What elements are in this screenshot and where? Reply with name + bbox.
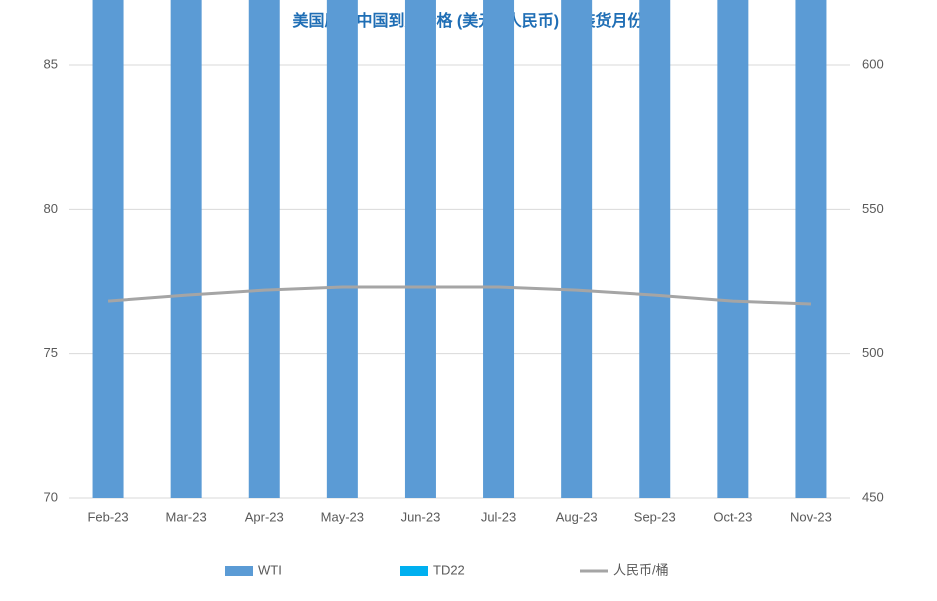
chart-title: 美国原油中国到岸价格 (美元&人民币) 按装货月份 — [292, 11, 644, 30]
legend-label: WTI — [258, 562, 282, 577]
bar — [326, 0, 358, 498]
line — [107, 285, 812, 306]
bar — [248, 0, 280, 499]
bar — [483, 0, 515, 498]
y2-tick-label: 450 — [862, 489, 884, 504]
bar — [639, 0, 671, 498]
y-tick-label: 80 — [44, 201, 58, 216]
x-tick-label: Oct-23 — [713, 509, 752, 524]
legend-swatch — [400, 566, 428, 576]
x-tick-label: Aug-23 — [556, 509, 598, 524]
legend-label: TD22 — [433, 562, 465, 577]
legend-swatch — [225, 566, 253, 576]
y-tick-label: 85 — [44, 56, 58, 71]
bar — [170, 0, 202, 498]
bar — [561, 0, 593, 499]
y-tick-label: 75 — [44, 345, 58, 360]
y2-tick-label: 500 — [862, 345, 884, 360]
y2-tick-label: 600 — [862, 56, 884, 71]
x-tick-label: Apr-23 — [245, 509, 284, 524]
bar — [92, 0, 124, 499]
x-tick-label: Sep-23 — [634, 509, 676, 524]
x-tick-label: Jul-23 — [481, 509, 516, 524]
bar — [795, 0, 827, 498]
bar — [404, 0, 436, 498]
x-tick-label: Nov-23 — [790, 509, 832, 524]
y2-tick-label: 550 — [862, 201, 884, 216]
x-tick-label: Jun-23 — [401, 509, 441, 524]
y-tick-label: 70 — [44, 489, 58, 504]
bar — [717, 0, 749, 499]
x-tick-label: Mar-23 — [166, 509, 207, 524]
legend-label: 人民币/桶 — [613, 562, 669, 577]
x-tick-label: Feb-23 — [87, 509, 128, 524]
x-tick-label: May-23 — [321, 509, 364, 524]
